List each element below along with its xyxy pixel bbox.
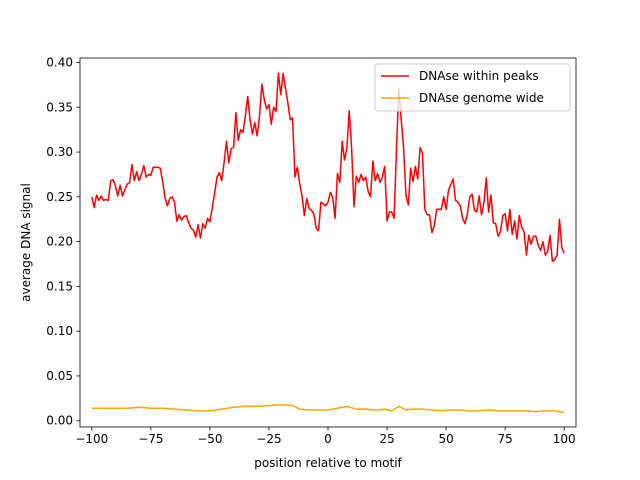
axes-frame: [79, 57, 577, 428]
ticks-layer: −100 −75 −50 −25 0 25 50 75 100 0.00 0.05 0.10 0.15 0…: [46, 55, 575, 446]
series-line-2: [91, 403, 565, 414]
legend-label-1: DNAse within peaks: [419, 69, 539, 83]
x-tick-label: −75: [138, 432, 163, 446]
x-tick-label: −100: [75, 432, 108, 446]
y-tick-label: 0.20: [46, 235, 73, 249]
x-tick-label: 50: [438, 432, 453, 446]
x-tick-label: −25: [256, 432, 281, 446]
x-tick-label: 25: [379, 432, 394, 446]
plot-area: [80, 58, 576, 427]
y-tick-label: 0.05: [46, 369, 73, 383]
series-line-1: [91, 72, 565, 263]
series-layer: [91, 72, 565, 414]
y-tick-label: 0.10: [46, 324, 73, 338]
y-axis-label: average DNA signal: [19, 183, 33, 302]
x-tick-label: −50: [197, 432, 222, 446]
y-tick-label: 0.30: [46, 145, 73, 159]
y-tick-label: 0.15: [46, 279, 73, 293]
y-tick-label: 0.25: [46, 190, 73, 204]
x-tick-label: 0: [324, 432, 332, 446]
y-tick-label: 0.35: [46, 100, 73, 114]
x-tick-label: 75: [498, 432, 513, 446]
y-tick-label: 0.40: [46, 55, 73, 69]
legend-label-2: DNAse genome wide: [419, 91, 544, 105]
legend-box: [374, 63, 571, 112]
y-tick-label: 0.00: [46, 414, 73, 428]
legend: DNAse within peaks DNAse genome wide: [374, 63, 571, 112]
x-axis-label: position relative to motif: [254, 456, 402, 470]
x-tick-label: 100: [553, 432, 576, 446]
